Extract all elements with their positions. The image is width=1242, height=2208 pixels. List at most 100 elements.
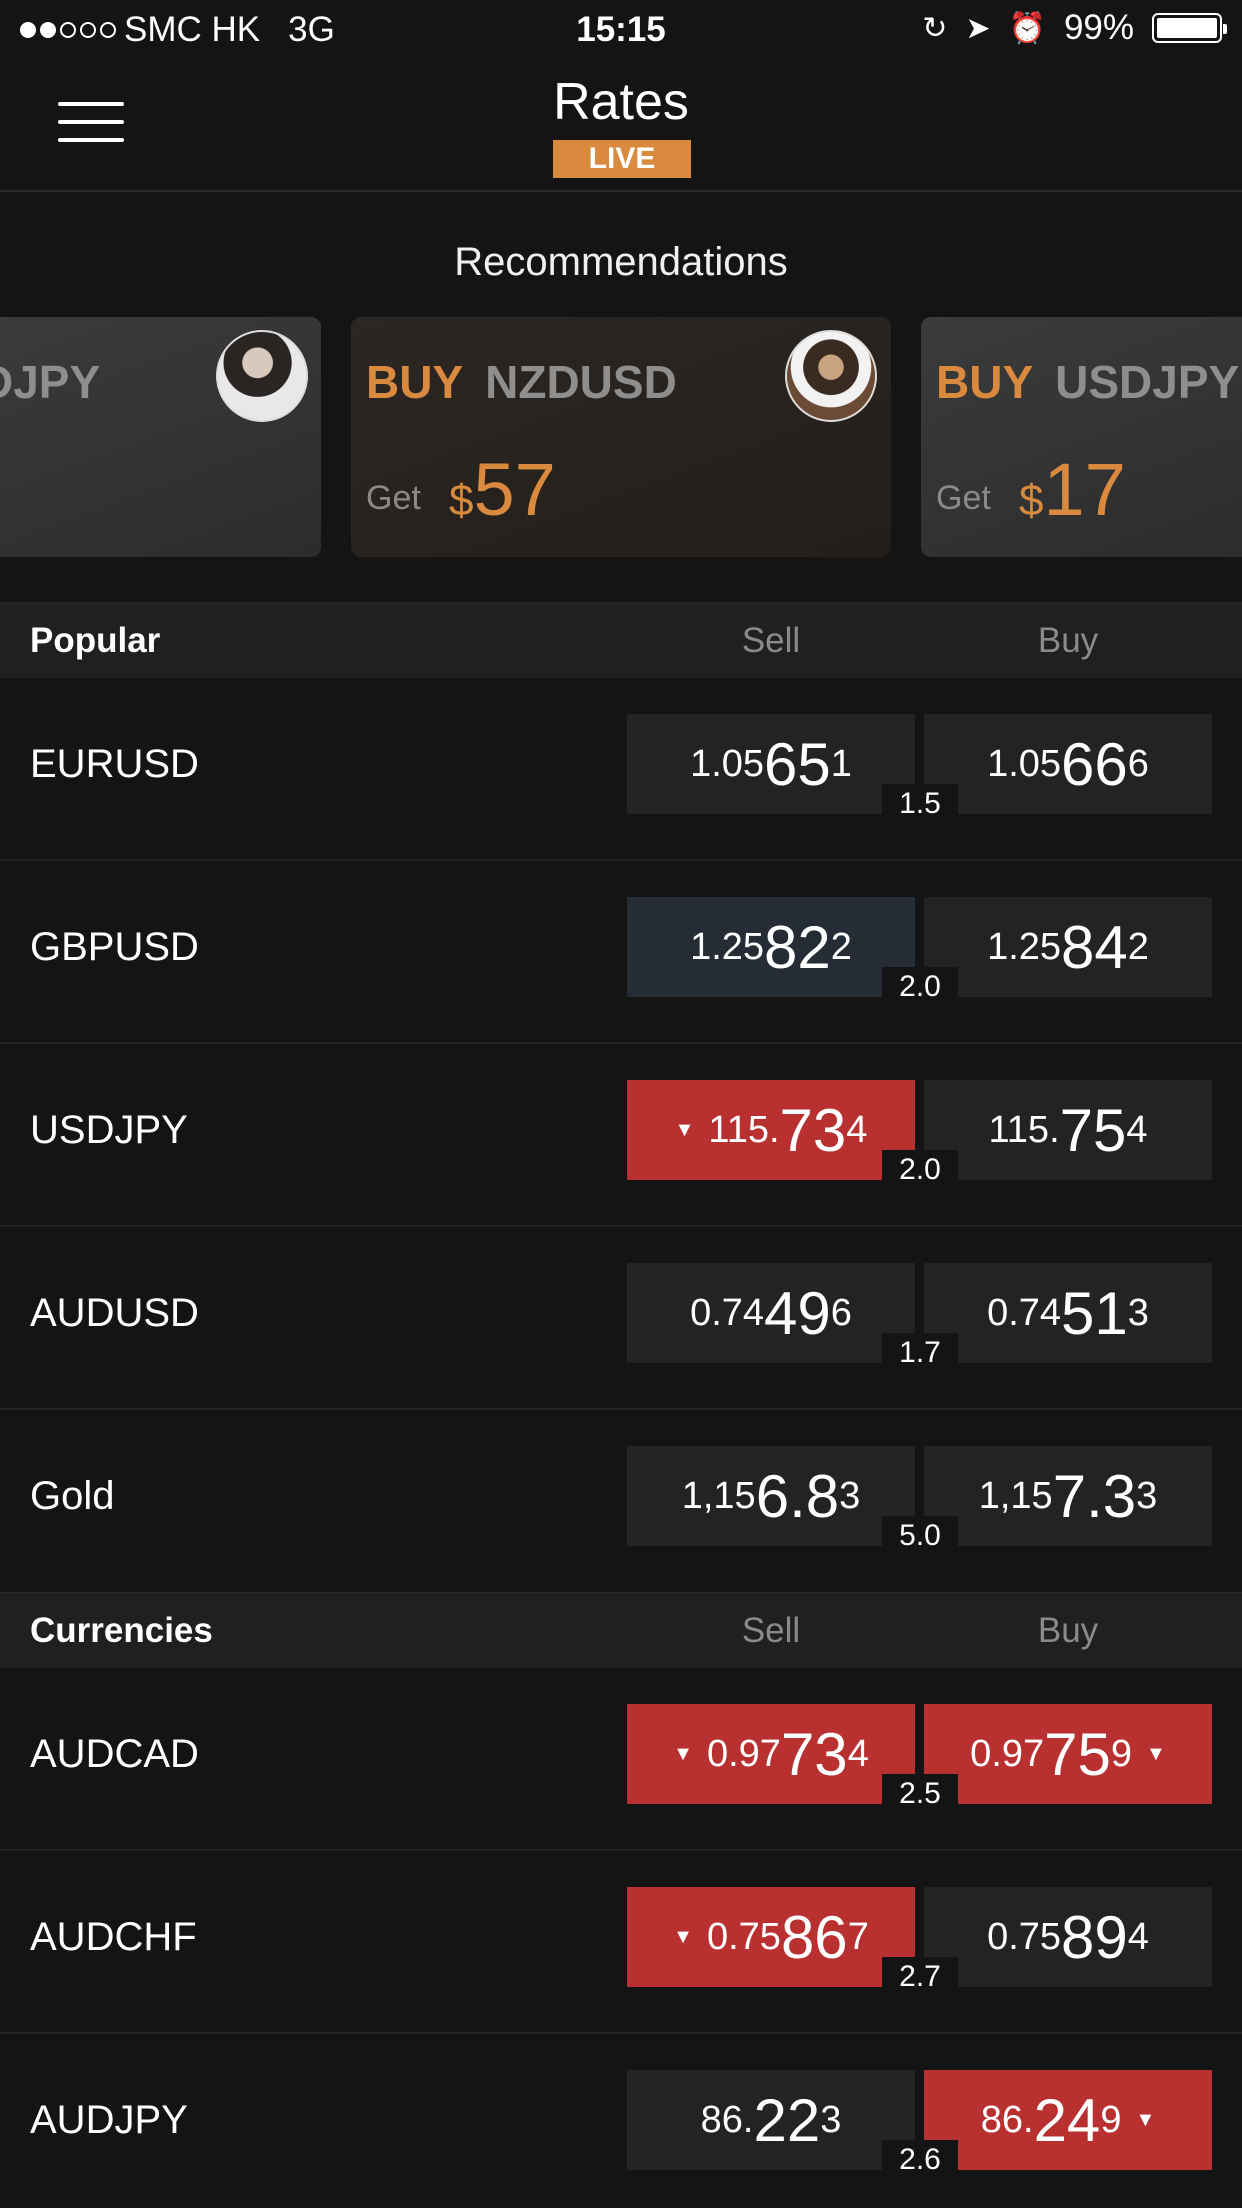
price-pips: 84 — [1061, 913, 1128, 981]
rec-action: BUY — [936, 356, 1034, 408]
price-fraction: 3 — [820, 2098, 842, 2141]
rate-row[interactable]: USDJPY ▼ 115. 73 4 115. 75 4 2.0 — [0, 1044, 1242, 1227]
price-prefix: 0.97 — [706, 1732, 781, 1775]
spread-value: 2.7 — [882, 1957, 958, 1997]
buy-price-button[interactable]: 1.25 84 2 — [924, 897, 1212, 997]
price-pips: 65 — [764, 730, 831, 798]
recommendation-card[interactable]: BUY USDJPY Get $17 — [921, 317, 1242, 557]
price-prefix: 0.74 — [690, 1291, 765, 1334]
recommendation-card[interactable]: DJPY — [0, 317, 321, 557]
price-pips: 22 — [753, 2086, 821, 2154]
sell-price-button[interactable]: 1.25 82 2 — [627, 897, 915, 997]
rate-row[interactable]: AUDJPY 86. 22 3 86. 24 9 ▼ 2.6 — [0, 2034, 1242, 2208]
rec-amount-value: 17 — [1043, 448, 1126, 531]
buy-price-button[interactable]: 0.74 51 3 — [924, 1263, 1212, 1363]
instrument-symbol: AUDJPY — [30, 2098, 188, 2142]
sell-price-button[interactable]: 0.74 49 6 — [627, 1263, 915, 1363]
price-pips: 82 — [764, 913, 831, 981]
price-pips: 86 — [780, 1903, 848, 1971]
instrument-symbol: Gold — [30, 1474, 115, 1518]
section-header-popular: Popular Sell Buy — [0, 602, 1242, 678]
buy-column-label: Buy — [1037, 1611, 1099, 1650]
price-fraction: 4 — [1127, 1915, 1149, 1958]
instrument-symbol: AUDCHF — [30, 1915, 197, 1959]
down-triangle-icon: ▼ — [1135, 2108, 1156, 2131]
rec-action: BUY — [366, 356, 464, 408]
section-label: Popular — [30, 621, 161, 660]
rate-row[interactable]: EURUSD 1.05 65 1 1.05 66 6 1.5 — [0, 678, 1242, 861]
price-prefix: 115. — [708, 1108, 780, 1151]
status-time: 15:15 — [576, 10, 666, 49]
buy-price-button[interactable]: 115. 75 4 — [924, 1080, 1212, 1180]
status-left: SMC HK 3G — [20, 10, 335, 50]
price-prefix: 1,15 — [681, 1474, 756, 1517]
price-pips: 51 — [1061, 1279, 1128, 1347]
sell-column-label: Sell — [741, 1611, 801, 1650]
spread-value: 2.6 — [882, 2140, 958, 2180]
rec-symbol: NZDUSD — [485, 356, 677, 408]
page-title: Rates — [553, 73, 689, 131]
battery-percent: 99% — [1063, 8, 1134, 47]
rec-amount-value: 57 — [473, 448, 556, 531]
rec-currency: $ — [1019, 476, 1044, 525]
price-pips: 24 — [1033, 2086, 1101, 2154]
spread-value: 2.0 — [882, 1150, 958, 1190]
sell-price-button[interactable]: 86. 22 3 — [627, 2070, 915, 2170]
price-prefix: 86. — [700, 2098, 754, 2141]
price-prefix: 0.75 — [987, 1915, 1062, 1958]
price-pips: 75 — [1059, 1096, 1127, 1164]
spread-value: 2.0 — [882, 967, 958, 1007]
price-fraction: 6 — [830, 1291, 852, 1334]
price-prefix: 1.05 — [987, 742, 1062, 785]
price-pips: 73 — [780, 1720, 848, 1788]
price-fraction: 3 — [1127, 1291, 1149, 1334]
sell-price-button[interactable]: ▼ 0.75 86 7 — [627, 1887, 915, 1987]
carrier-name: SMC HK — [124, 10, 261, 49]
buy-price-button[interactable]: 0.97 75 9 ▼ — [924, 1704, 1212, 1804]
price-prefix: 1.05 — [690, 742, 765, 785]
buy-price-button[interactable]: 1.05 66 6 — [924, 714, 1212, 814]
rate-row[interactable]: AUDCHF ▼ 0.75 86 7 0.75 89 4 2.7 — [0, 1851, 1242, 2034]
price-fraction: 9 — [1110, 1732, 1133, 1775]
rec-get-label: Get — [936, 479, 991, 517]
buy-price-button[interactable]: 0.75 89 4 — [924, 1887, 1212, 1987]
sell-price-button[interactable]: 1.05 65 1 — [627, 714, 915, 814]
price-prefix: 1.25 — [690, 925, 765, 968]
rotation-lock-icon: ↻ — [922, 11, 948, 45]
hamburger-menu-icon[interactable] — [58, 102, 124, 146]
price-fraction: 2 — [1127, 925, 1149, 968]
alarm-clock-icon: ⏰ — [1008, 11, 1046, 45]
price-fraction: 4 — [846, 1108, 868, 1151]
price-fraction: 3 — [839, 1474, 861, 1517]
rec-get-label: Get — [366, 479, 421, 517]
price-fraction: 9 — [1100, 2098, 1122, 2141]
instrument-symbol: AUDCAD — [30, 1732, 199, 1776]
rate-row[interactable]: Gold 1,15 6.8 3 1,15 7.3 3 5.0 — [0, 1410, 1242, 1593]
sell-price-button[interactable]: ▼ 0.97 73 4 — [627, 1704, 915, 1804]
buy-price-button[interactable]: 86. 24 9 ▼ — [924, 2070, 1212, 2170]
spread-value: 1.7 — [882, 1333, 958, 1373]
trader-avatar — [785, 330, 877, 422]
sell-price-button[interactable]: ▼ 115. 73 4 — [627, 1080, 915, 1180]
rate-row[interactable]: GBPUSD 1.25 82 2 1.25 84 2 2.0 — [0, 861, 1242, 1044]
price-pips: 7.3 — [1052, 1462, 1137, 1530]
spread-value: 5.0 — [882, 1516, 958, 1556]
rate-row[interactable]: AUDCAD ▼ 0.97 73 4 0.97 75 9 ▼ 2.5 — [0, 1668, 1242, 1851]
price-pips: 49 — [764, 1279, 831, 1347]
price-fraction: 6 — [1127, 742, 1149, 785]
recommendation-card[interactable]: BUY NZDUSD Get $57 — [351, 317, 891, 557]
price-prefix: 1.25 — [987, 925, 1062, 968]
recommendations-title: Recommendations — [454, 240, 788, 284]
rate-row[interactable]: AUDUSD 0.74 49 6 0.74 51 3 1.7 — [0, 1227, 1242, 1410]
rec-amount: $57 — [449, 447, 556, 532]
price-pips: 66 — [1061, 730, 1128, 798]
buy-price-button[interactable]: 1,15 7.3 3 — [924, 1446, 1212, 1546]
rec-amount: $17 — [1019, 447, 1126, 532]
rec-symbol: DJPY — [0, 356, 101, 408]
price-prefix: 86. — [980, 2098, 1034, 2141]
sell-price-button[interactable]: 1,15 6.8 3 — [627, 1446, 915, 1546]
down-triangle-icon: ▼ — [673, 1925, 693, 1948]
price-prefix: 0.74 — [987, 1291, 1062, 1334]
status-right: ↻ ➤ ⏰ 99% — [922, 8, 1227, 48]
price-fraction: 7 — [847, 1915, 869, 1958]
